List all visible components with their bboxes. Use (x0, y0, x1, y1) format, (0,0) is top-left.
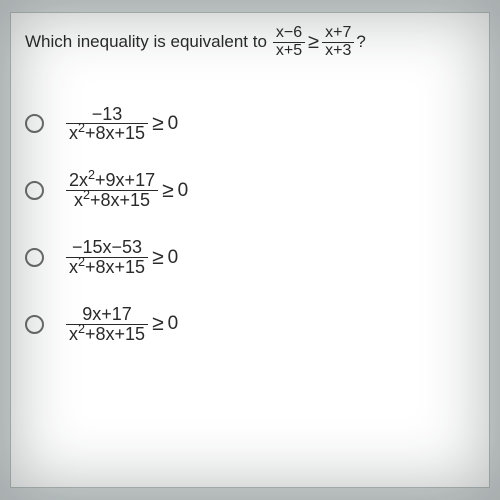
option-expression: 2x2+9x+17x2+8x+15≥0 (66, 171, 188, 210)
question-text: Which inequality is equivalent to (25, 32, 267, 52)
question-right-numerator: x+7 (322, 25, 354, 43)
screenshot-frame: Which inequality is equivalent to x−6 x+… (0, 0, 500, 500)
superscript: 2 (78, 255, 85, 269)
option-denominator: x2+8x+15 (66, 191, 158, 210)
option-row: −13x2+8x+15≥0 (25, 105, 475, 144)
question-left-fraction: x−6 x+5 (273, 25, 305, 60)
option-expression: −15x−53x2+8x+15≥0 (66, 238, 178, 277)
option-expression: 9x+17x2+8x+15≥0 (66, 305, 178, 344)
superscript: 2 (78, 322, 85, 336)
question-prompt: Which inequality is equivalent to x−6 x+… (11, 13, 489, 60)
option-row: 9x+17x2+8x+15≥0 (25, 305, 475, 344)
option-fraction: 9x+17x2+8x+15 (66, 305, 148, 344)
options-list: −13x2+8x+15≥02x2+9x+17x2+8x+15≥0−15x−53x… (11, 60, 489, 344)
rhs-zero: 0 (168, 313, 179, 335)
option-numerator: 2x2+9x+17 (66, 171, 158, 191)
option-denominator: x2+8x+15 (66, 258, 148, 277)
rhs-zero: 0 (178, 180, 189, 202)
superscript: 2 (78, 121, 85, 135)
rhs-zero: 0 (168, 113, 179, 135)
question-mark: ? (356, 32, 365, 52)
superscript: 2 (83, 188, 90, 202)
radio-button[interactable] (25, 181, 44, 200)
geq-icon: ≥ (308, 31, 319, 54)
option-fraction: −13x2+8x+15 (66, 105, 148, 144)
option-row: −15x−53x2+8x+15≥0 (25, 238, 475, 277)
geq-icon: ≥ (152, 112, 164, 136)
option-denominator: x2+8x+15 (66, 325, 148, 344)
geq-icon: ≥ (162, 179, 174, 203)
option-fraction: 2x2+9x+17x2+8x+15 (66, 171, 158, 210)
option-fraction: −15x−53x2+8x+15 (66, 238, 148, 277)
superscript: 2 (88, 168, 95, 182)
radio-button[interactable] (25, 114, 44, 133)
question-right-denominator: x+3 (322, 43, 354, 60)
question-right-fraction: x+7 x+3 (322, 25, 354, 60)
radio-button[interactable] (25, 248, 44, 267)
question-panel: Which inequality is equivalent to x−6 x+… (10, 12, 490, 488)
option-expression: −13x2+8x+15≥0 (66, 105, 178, 144)
rhs-zero: 0 (168, 247, 179, 269)
geq-icon: ≥ (152, 312, 164, 336)
radio-button[interactable] (25, 315, 44, 334)
option-row: 2x2+9x+17x2+8x+15≥0 (25, 171, 475, 210)
option-denominator: x2+8x+15 (66, 124, 148, 143)
question-left-denominator: x+5 (273, 43, 305, 60)
geq-icon: ≥ (152, 246, 164, 270)
question-left-numerator: x−6 (273, 25, 305, 43)
